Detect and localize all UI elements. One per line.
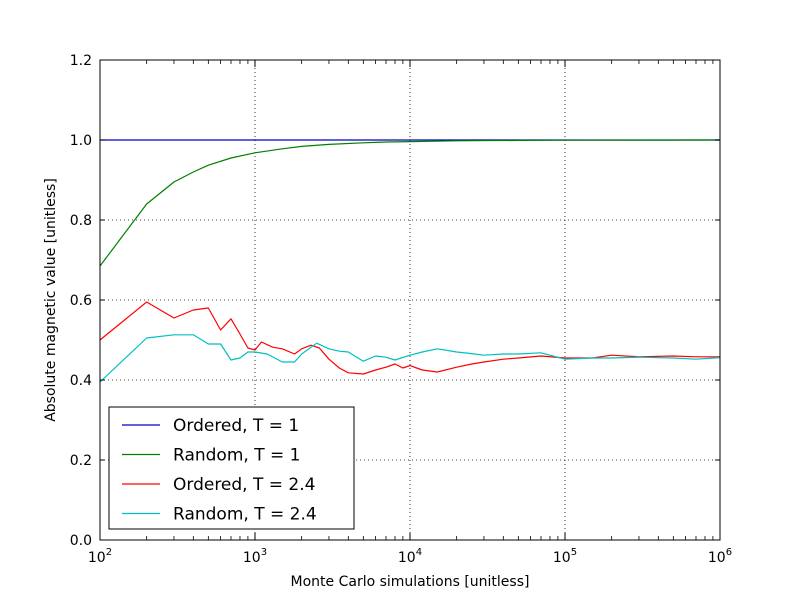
ticks [99,59,721,541]
x-tick-base: 10 [88,550,106,566]
legend: Ordered, T = 1 Random, T = 1 Ordered, T = … [108,406,355,530]
y-tick-label: 0.6 [70,293,92,309]
x-tick-exponent: 2 [106,547,112,558]
y-tick-label: 1.0 [70,133,92,149]
x-tick-exponent: 3 [261,547,267,558]
y-tick-label: 0.2 [70,453,92,469]
y-tick-label: 0.4 [70,373,92,389]
plot-area [99,139,721,383]
x-tick-label: 105 [553,547,577,566]
legend-label: Ordered, T = 2.4 [173,475,315,495]
series-line-ordered-t24 [99,301,720,375]
x-tick-label: 102 [88,547,112,566]
legend-label: Ordered, T = 1 [173,416,299,436]
x-axis-label: Monte Carlo simulations [unitless] [291,574,530,590]
x-tick-base: 10 [243,550,261,566]
x-tick-exponent: 6 [726,547,732,558]
x-tick-base: 10 [553,550,571,566]
series-line-random-t24 [99,334,721,383]
y-tick-label: 0.0 [70,533,92,549]
x-tick-label: 106 [708,547,732,566]
y-axis-label: Absolute magnetic value [unitless] [43,178,59,422]
y-tick-label: 0.8 [70,213,92,229]
x-tick-label: 103 [243,547,267,566]
x-tick-exponent: 4 [416,547,422,558]
legend-box [108,406,355,530]
x-tick-base: 10 [398,550,416,566]
x-tick-exponent: 5 [571,547,577,558]
y-tick-label: 1.2 [70,53,92,69]
x-tick-label: 104 [398,547,422,566]
legend-label: Random, T = 1 [173,446,300,466]
series-line-random-t1 [99,139,721,267]
legend-label: Random, T = 2.4 [173,505,317,525]
x-tick-base: 10 [708,550,726,566]
